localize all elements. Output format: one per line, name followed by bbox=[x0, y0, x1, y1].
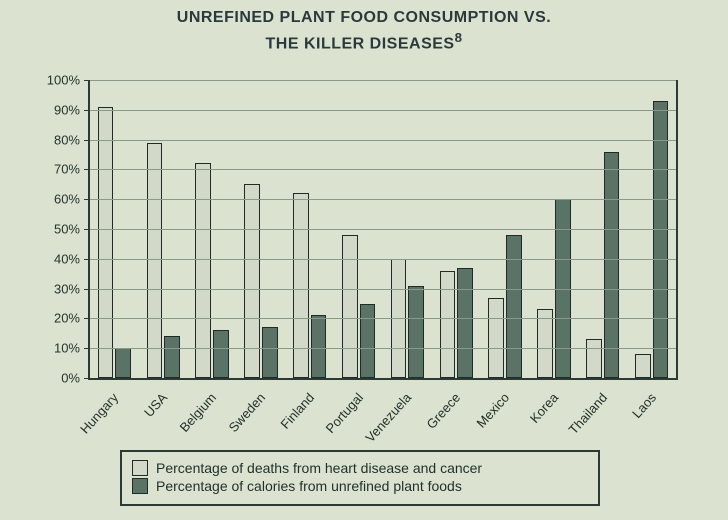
bar-deaths bbox=[440, 271, 456, 378]
x-axis-labels: HungaryUSABelgiumSwedenFinlandPortugalVe… bbox=[88, 384, 678, 454]
grid-line bbox=[90, 140, 676, 141]
legend-swatch-deaths bbox=[132, 460, 148, 476]
y-tick bbox=[84, 140, 90, 141]
bar-deaths bbox=[635, 354, 651, 378]
bar-calories bbox=[115, 348, 131, 378]
legend-swatch-calories bbox=[132, 478, 148, 494]
grid-line bbox=[90, 259, 676, 260]
title-line-1: UNREFINED PLANT FOOD CONSUMPTION VS. bbox=[177, 9, 551, 26]
title-footnote: 8 bbox=[455, 30, 463, 45]
bar-deaths bbox=[488, 298, 504, 378]
grid-line bbox=[90, 229, 676, 230]
x-tick-label: Portugal bbox=[322, 390, 366, 436]
legend-item-calories: Percentage of calories from unrefined pl… bbox=[132, 478, 588, 494]
y-tick bbox=[84, 229, 90, 230]
grid-line bbox=[90, 80, 676, 81]
bar-calories bbox=[360, 304, 376, 379]
y-tick-label: 50% bbox=[54, 222, 80, 237]
y-tick-label: 80% bbox=[54, 132, 80, 147]
y-axis-labels: 0%10%20%30%40%50%60%70%80%90%100% bbox=[0, 80, 84, 380]
bar-deaths bbox=[586, 339, 602, 378]
legend-label-deaths: Percentage of deaths from heart disease … bbox=[156, 460, 482, 476]
y-tick bbox=[84, 259, 90, 260]
bar-deaths bbox=[342, 235, 358, 378]
legend-label-calories: Percentage of calories from unrefined pl… bbox=[156, 478, 462, 494]
y-tick-label: 90% bbox=[54, 102, 80, 117]
x-tick-label: USA bbox=[141, 390, 170, 420]
y-tick-label: 0% bbox=[61, 371, 80, 386]
bar-calories bbox=[262, 327, 278, 378]
legend-item-deaths: Percentage of deaths from heart disease … bbox=[132, 460, 588, 476]
legend: Percentage of deaths from heart disease … bbox=[120, 450, 600, 506]
bar-calories bbox=[604, 152, 620, 378]
x-tick-label: Belgium bbox=[177, 390, 220, 435]
grid-line bbox=[90, 348, 676, 349]
x-tick-label: Sweden bbox=[225, 390, 268, 435]
y-tick-label: 30% bbox=[54, 281, 80, 296]
y-tick-label: 70% bbox=[54, 162, 80, 177]
x-tick-label: Korea bbox=[527, 390, 561, 426]
x-tick-label: Finland bbox=[277, 390, 317, 432]
chart-plot-area bbox=[88, 80, 678, 380]
bar-calories bbox=[457, 268, 473, 378]
y-tick-label: 60% bbox=[54, 192, 80, 207]
y-tick bbox=[84, 199, 90, 200]
y-tick-label: 40% bbox=[54, 251, 80, 266]
bar-calories bbox=[164, 336, 180, 378]
bar-deaths bbox=[293, 193, 309, 378]
y-tick bbox=[84, 378, 90, 379]
grid-line bbox=[90, 199, 676, 200]
y-tick bbox=[84, 348, 90, 349]
x-tick-label: Hungary bbox=[78, 390, 122, 437]
x-tick-label: Greece bbox=[424, 390, 464, 432]
y-tick-label: 10% bbox=[54, 341, 80, 356]
x-tick-label: Venezuela bbox=[363, 390, 415, 445]
bar-calories bbox=[311, 315, 327, 378]
bar-deaths bbox=[537, 309, 553, 378]
grid-line bbox=[90, 110, 676, 111]
title-line-2: THE KILLER DISEASES bbox=[266, 35, 455, 52]
chart-title: UNREFINED PLANT FOOD CONSUMPTION VS. THE… bbox=[0, 0, 728, 55]
grid-line bbox=[90, 289, 676, 290]
bar-deaths bbox=[147, 143, 163, 378]
y-tick bbox=[84, 169, 90, 170]
y-tick bbox=[84, 110, 90, 111]
x-tick-label: Mexico bbox=[474, 390, 513, 431]
y-tick bbox=[84, 80, 90, 81]
y-tick-label: 20% bbox=[54, 311, 80, 326]
y-tick bbox=[84, 318, 90, 319]
x-tick-label: Thailand bbox=[565, 390, 610, 437]
bar-deaths bbox=[195, 163, 211, 378]
bar-calories bbox=[408, 286, 424, 378]
y-tick-label: 100% bbox=[47, 73, 80, 88]
bar-calories bbox=[506, 235, 522, 378]
y-tick bbox=[84, 289, 90, 290]
bar-deaths bbox=[98, 107, 114, 378]
grid-line bbox=[90, 169, 676, 170]
bar-calories bbox=[653, 101, 669, 378]
x-tick-label: Laos bbox=[629, 390, 659, 421]
grid-line bbox=[90, 318, 676, 319]
bar-calories bbox=[213, 330, 229, 378]
